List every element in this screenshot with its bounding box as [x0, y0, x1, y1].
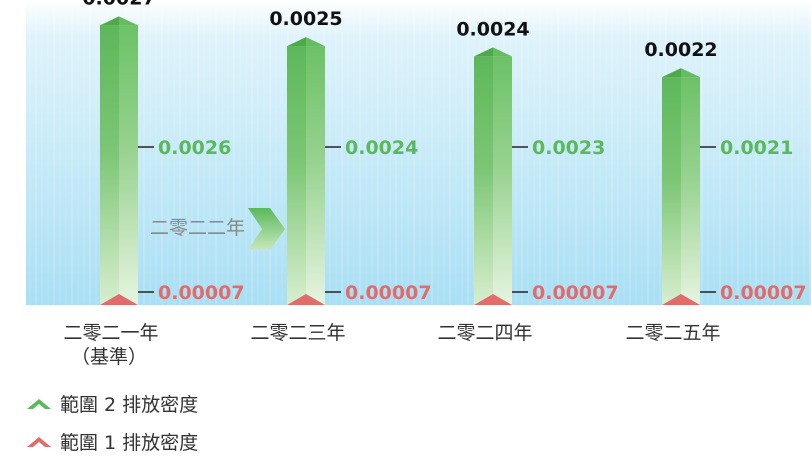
bar-cap — [662, 68, 681, 78]
bar-scope1 — [287, 294, 325, 305]
bar-cap-side — [119, 16, 138, 26]
scope1-value-label: 0.00007 — [158, 282, 245, 304]
bar-scope1 — [662, 294, 700, 305]
bar-scope2 — [100, 25, 119, 305]
bar-scope2 — [287, 46, 306, 305]
bar-scope2-side — [306, 46, 325, 305]
scope2-chevron-icon — [27, 398, 51, 409]
chevron-right-icon — [248, 208, 285, 250]
labels-layer: 0.00270.00260.00007二零二一年（基準）0.00250.0024… — [63, 0, 806, 368]
legend-label-scope2: 範圍 2 排放密度 — [60, 394, 199, 416]
scope1-value-label: 0.00007 — [532, 282, 619, 304]
scope2-value-label: 0.0026 — [158, 137, 231, 159]
scope2-value-label: 0.0023 — [532, 137, 605, 159]
category-label: 二零二四年 — [437, 322, 532, 344]
annotation-2022: 二零二二年 — [150, 208, 285, 250]
scope1-value-label: 0.00007 — [345, 282, 432, 304]
background-stripes — [29, 8, 811, 305]
total-label: 0.0022 — [644, 39, 717, 61]
bar-scope1 — [100, 294, 138, 305]
legend-item-scope1: 範圍 1 排放密度 — [26, 428, 198, 455]
legend-label-scope1: 範圍 1 排放密度 — [60, 432, 199, 454]
scope1-chevron-icon — [27, 436, 51, 447]
bar-scope2 — [474, 56, 493, 305]
scope2-value-label: 0.0021 — [720, 137, 793, 159]
total-label: 0.0025 — [269, 8, 342, 30]
bar-cap-side — [681, 68, 700, 78]
bar-cap — [100, 16, 119, 26]
category-sublabel: （基準） — [71, 346, 147, 368]
category-label: 二零二三年 — [250, 322, 345, 344]
category-label: 二零二五年 — [625, 322, 720, 344]
scope1-value-label: 0.00007 — [720, 282, 807, 304]
category-label: 二零二一年 — [63, 322, 158, 344]
bar-cap-side — [493, 47, 512, 57]
bar-scope2-side — [681, 77, 700, 306]
bar-cap — [474, 47, 493, 57]
scope2-value-label: 0.0024 — [345, 137, 418, 159]
bar-scope1 — [474, 294, 512, 305]
total-label: 0.0027 — [82, 0, 155, 9]
bar-scope2-side — [493, 56, 512, 305]
bar-scope2 — [662, 77, 681, 306]
total-label: 0.0024 — [456, 18, 529, 40]
bar-cap-side — [306, 37, 325, 47]
bars-layer — [100, 16, 700, 306]
legend-item-scope2: 範圍 2 排放密度 — [26, 390, 198, 417]
bar-scope2-side — [119, 25, 138, 305]
annotation-label: 二零二二年 — [150, 217, 245, 239]
bar-cap — [287, 37, 306, 47]
